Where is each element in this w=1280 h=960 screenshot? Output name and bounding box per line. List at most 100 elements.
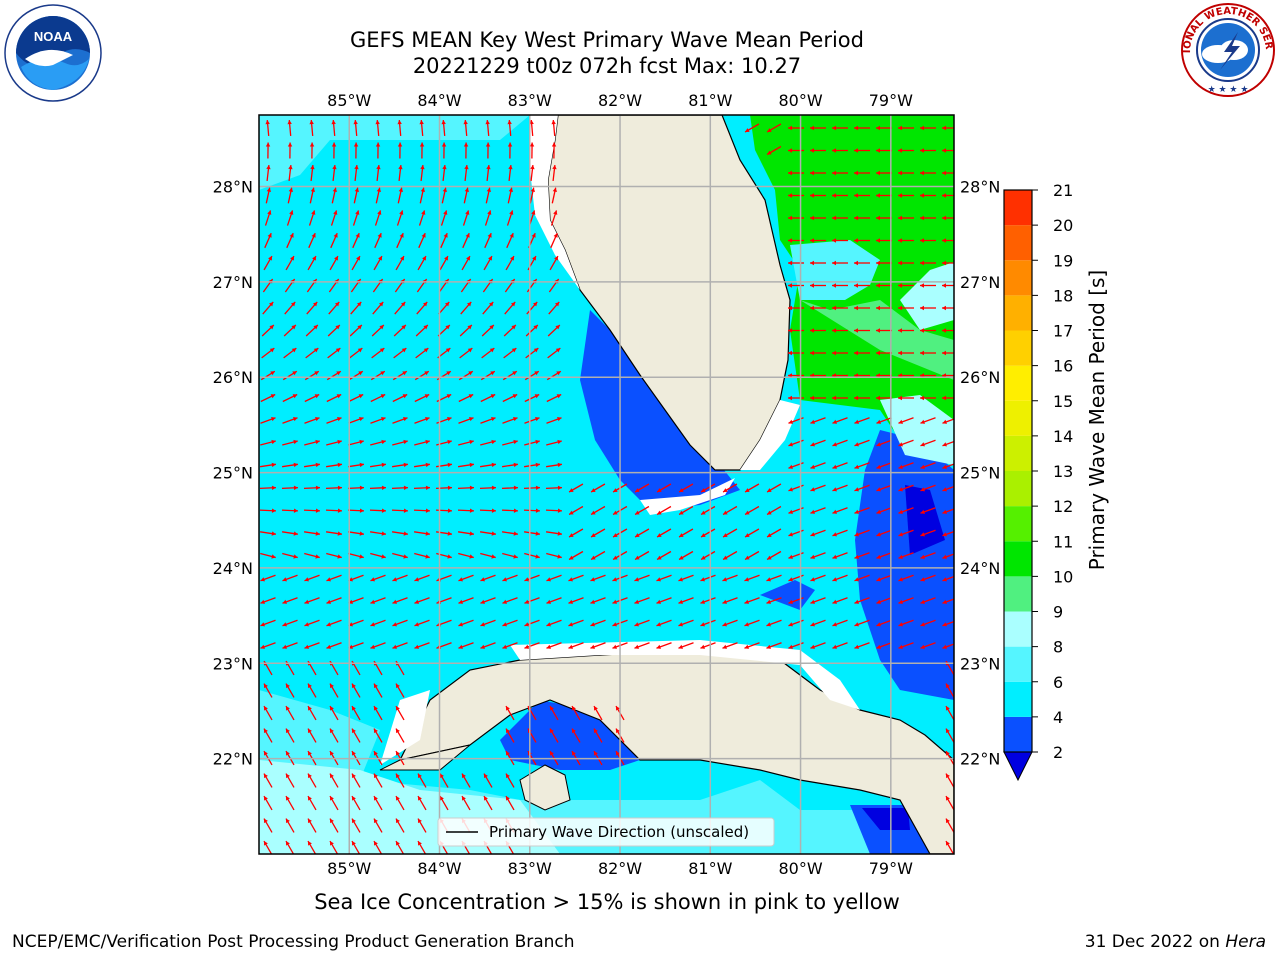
wave-arrow-head: [810, 395, 814, 401]
wave-arrow-head: [355, 233, 360, 238]
wave-arrow-head: [441, 120, 446, 125]
wave-arrow-head: [788, 283, 792, 288]
wave-arrow-head: [920, 260, 924, 266]
wave-arrow-head: [920, 419, 925, 424]
wave-arrow-head: [468, 417, 474, 422]
wave-arrow-head: [419, 120, 424, 125]
wave-arrow-head: [265, 142, 271, 147]
wave-arrow-head: [942, 577, 947, 582]
wave-arrow-head: [832, 283, 836, 288]
wave-arrow-head: [359, 439, 364, 445]
wave-arrow-head: [287, 142, 293, 147]
wave-arrow-head: [308, 728, 312, 734]
wave-arrow-head: [265, 120, 270, 125]
wave-arrow-head: [491, 462, 496, 468]
wave-arrow-head: [810, 577, 815, 582]
wave-arrow-head: [354, 165, 359, 170]
wave-arrow-head: [810, 464, 815, 469]
wave-arrow-head: [898, 599, 903, 604]
wave-arrow-head: [423, 325, 428, 330]
wave-arrow-head: [440, 796, 444, 801]
wave-arrow-head: [723, 510, 728, 515]
wave-arrow-head: [290, 301, 296, 307]
lat-tick-label-right: 26°N: [960, 368, 1000, 387]
wave-arrow-head: [679, 488, 684, 492]
wave-arrow-head: [397, 142, 403, 147]
wave-arrow-head: [392, 577, 397, 582]
wave-arrow-head: [458, 622, 463, 627]
wave-arrow-head: [446, 417, 452, 422]
wave-arrow-head: [491, 485, 496, 490]
wave-arrow-head: [314, 371, 319, 376]
wave-arrow-head: [286, 818, 290, 824]
wave-arrow-head: [920, 305, 924, 311]
wave-arrow-head: [876, 599, 881, 604]
wave-arrow-head: [920, 238, 924, 243]
wave-arrow-head: [290, 256, 294, 261]
wave-arrow-head: [308, 751, 312, 756]
colorbar-tick-label: 6: [1053, 673, 1063, 692]
lon-tick-label: 81°W: [688, 91, 732, 110]
wave-arrow-head: [898, 395, 902, 401]
wave-arrow-head: [832, 599, 837, 604]
wave-arrow-head: [550, 706, 554, 711]
wave-arrow-head: [447, 439, 452, 445]
wave-arrow-head: [898, 419, 903, 424]
wave-arrow-head: [946, 728, 950, 734]
wave-arrow-head: [942, 170, 946, 176]
wave-arrow-head: [524, 599, 529, 604]
wave-arrow-head: [942, 644, 947, 649]
wave-arrow-head: [335, 348, 341, 353]
wave-arrow-head: [535, 439, 540, 445]
wave-arrow-head: [403, 485, 408, 490]
wave-arrow-head: [425, 554, 430, 559]
wave-arrow-head: [397, 120, 402, 125]
wave-arrow-head: [490, 371, 495, 376]
wave-arrow-head: [490, 417, 496, 422]
wave-arrow-head: [264, 728, 268, 734]
wave-arrow-head: [462, 796, 466, 801]
wave-arrow-head: [442, 165, 447, 170]
wave-arrow-head: [377, 210, 382, 215]
wave-arrow-head: [309, 120, 314, 125]
wave-arrow-head: [546, 577, 551, 582]
wave-arrow-head: [333, 233, 338, 238]
wave-arrow-head: [920, 554, 925, 559]
wave-arrow-head: [590, 644, 595, 649]
wave-arrow-head: [293, 485, 298, 490]
wave-arrow-head: [535, 485, 540, 490]
wave-arrow-head: [700, 577, 705, 582]
wave-arrow-head: [532, 301, 538, 307]
wave-arrow-head: [292, 394, 298, 399]
wave-arrow-head: [920, 350, 924, 356]
wave-arrow-head: [264, 706, 268, 711]
colorbar-tick-label: 16: [1053, 357, 1073, 376]
wave-arrow-head: [568, 644, 573, 649]
wave-arrow-head: [264, 841, 268, 846]
wave-arrow-head: [534, 371, 539, 376]
wave-arrow-head: [480, 644, 485, 649]
wave-arrow-head: [398, 187, 403, 193]
wave-arrow-head: [512, 394, 518, 399]
colorbar-segment: [1004, 225, 1032, 261]
colorbar-segment: [1004, 365, 1032, 401]
wave-arrow-head: [854, 148, 858, 153]
wave-arrow-head: [444, 301, 450, 307]
wave-arrow-head: [289, 210, 294, 215]
wave-arrow-head: [524, 644, 529, 649]
wave-arrow-head: [271, 439, 276, 445]
wave-arrow-head: [745, 555, 750, 560]
wave-arrow-head: [854, 305, 858, 311]
wave-arrow-head: [524, 577, 529, 582]
wave-arrow-head: [313, 348, 319, 353]
wave-arrow-head: [557, 508, 562, 513]
wave-arrow-head: [810, 328, 814, 333]
wave-arrow-head: [942, 419, 947, 424]
wave-arrow-head: [876, 622, 881, 627]
wave-arrow-head: [767, 488, 772, 492]
wave-arrow-head: [546, 599, 551, 604]
colorbar: 2 4 6 8 9 10 11 12 13 14 15 16 17 18 19 20 21: [1003, 181, 1073, 782]
wave-arrow-head: [832, 193, 836, 198]
wave-arrow-head: [378, 301, 384, 307]
wave-arrow-head: [898, 238, 902, 243]
